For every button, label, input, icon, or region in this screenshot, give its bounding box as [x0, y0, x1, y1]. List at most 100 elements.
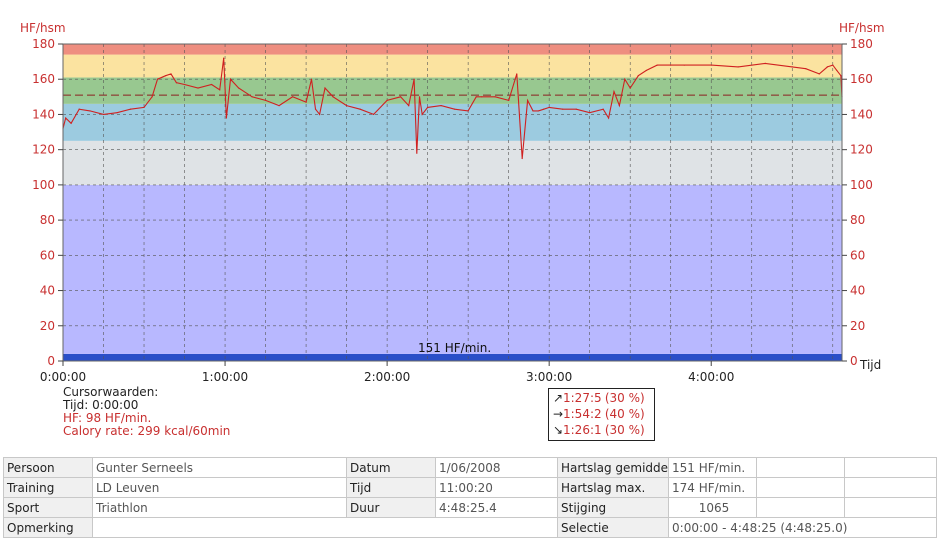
opmerking-value[interactable]: [92, 517, 558, 538]
arrow-down-right-icon: ↘: [553, 423, 564, 437]
data-point: [197, 87, 199, 89]
data-point: [219, 89, 221, 91]
average-label: 151 HF/min.: [418, 341, 491, 355]
chart-grid: [63, 44, 842, 361]
y-tick-label-right: 60: [850, 248, 865, 262]
data-point: [373, 113, 375, 116]
y-tick-label-left: 0: [47, 354, 55, 368]
persoon-value[interactable]: Gunter Serneels: [92, 457, 347, 478]
tijd-value[interactable]: 11:00:20: [435, 477, 558, 498]
sport-value[interactable]: Triathlon: [92, 497, 347, 518]
data-point: [421, 113, 423, 116]
duur-value[interactable]: 4:48:25.4: [435, 497, 558, 518]
data-point: [65, 117, 67, 119]
data-point: [521, 157, 523, 160]
data-point: [440, 105, 442, 107]
data-point: [548, 106, 550, 108]
heart-rate-chart[interactable]: 0 0 20 20 40 40 60 60 80 80 100 100 120 120 140 140 160 1…: [0, 0, 939, 455]
data-point: [537, 110, 539, 112]
data-point: [494, 96, 496, 98]
datum-value[interactable]: 1/06/2008: [435, 457, 558, 478]
chart-series: [62, 57, 843, 160]
data-point: [305, 101, 307, 103]
data-point: [78, 108, 80, 110]
data-point: [143, 106, 145, 108]
zone-band-6: [63, 44, 842, 55]
data-point: [764, 62, 766, 64]
data-point: [805, 68, 807, 70]
data-point: [251, 96, 253, 98]
data-point: [324, 87, 326, 89]
table-row: Opmerking Selectie 0:00:00 - 4:48:25 (4:…: [3, 517, 938, 538]
data-point: [418, 96, 421, 98]
data-point: [225, 117, 228, 119]
data-point: [229, 78, 232, 80]
duur-label: Duur: [346, 497, 436, 518]
datum-label: Datum: [346, 457, 436, 478]
tijd-label: Tijd: [346, 477, 436, 498]
arrow-up-right-icon: ↗: [553, 391, 564, 405]
selectie-value[interactable]: 0:00:00 - 4:48:25 (4:48:25.0): [668, 517, 938, 538]
data-point: [264, 99, 267, 101]
data-point: [346, 105, 348, 107]
cursor-hf: HF: 98 HF/min.: [63, 411, 152, 425]
trend-summary-box: ↗1:27:5! (30 %) →1:54:2! (40 %) ↘1:26:1!…: [548, 388, 655, 441]
data-point: [183, 83, 186, 86]
data-point: [602, 108, 604, 110]
data-point: [543, 108, 545, 110]
y-tick-label-left: 140: [32, 107, 55, 121]
zone-band-0: [63, 353, 842, 361]
cursor-calory: Calory rate: 299 kcal/60min: [63, 424, 231, 438]
stijging-label: Stijging: [556, 497, 670, 518]
data-point: [89, 110, 91, 112]
data-point: [170, 73, 172, 75]
y-tick-label-right: 140: [850, 107, 873, 121]
hartslag-gem-value[interactable]: 151 HF/min.: [668, 457, 758, 478]
data-point: [310, 78, 313, 80]
data-point: [791, 66, 793, 68]
sport-label: Sport: [3, 497, 93, 518]
y-tick-label-left: 20: [40, 319, 55, 333]
data-point: [737, 66, 739, 68]
data-point: [386, 99, 388, 101]
training-label: Training: [3, 477, 93, 498]
opmerking-label: Opmerking: [3, 517, 93, 538]
y-tick-label-left: 180: [32, 37, 55, 51]
trend-row-down: ↘1:26:1! (30 %): [553, 423, 645, 437]
y-axis-label-left: HF/hsm: [20, 21, 66, 35]
data-point: [116, 112, 118, 114]
hartslag-max-value[interactable]: 174 HF/min.: [668, 477, 758, 498]
chart-axes: 0 0 20 20 40 40 60 60 80 80 100 100 120 120 140 140 160 1…: [32, 37, 873, 384]
data-point: [151, 96, 153, 98]
arrow-right-icon: →: [553, 407, 564, 421]
data-point: [291, 96, 294, 98]
y-tick-label-right: 100: [850, 178, 873, 192]
empty-cell: [756, 497, 846, 518]
y-tick-label-left: 60: [40, 248, 55, 262]
heart-rate-zones: [63, 44, 842, 361]
table-row: Persoon Gunter Serneels Datum 1/06/2008 …: [3, 457, 938, 478]
x-tick-label: 0:00:00: [40, 370, 86, 384]
data-point: [481, 96, 483, 98]
training-value[interactable]: LD Leuven: [92, 477, 347, 498]
data-point: [575, 108, 577, 110]
data-point: [629, 87, 631, 89]
data-point: [454, 108, 456, 110]
x-tick-label: 2:00:00: [364, 370, 410, 384]
data-point: [562, 108, 564, 110]
data-point: [613, 90, 615, 93]
stijging-value[interactable]: 1065: [668, 497, 758, 518]
hartslag-gem-label: Hartslag gemidde: [556, 457, 670, 478]
data-point: [836, 69, 838, 72]
zone-band-3: [63, 103, 842, 141]
x-tick-label: 4:00:00: [688, 370, 734, 384]
table-row: Sport Triathlon Duur 4:48:25.4 Stijging …: [3, 497, 938, 518]
data-point: [156, 78, 159, 80]
data-point: [526, 99, 529, 101]
y-tick-label-left: 40: [40, 284, 55, 298]
cursor-title: Cursorwaarden:: [63, 385, 159, 399]
data-point: [408, 105, 410, 107]
data-point: [516, 73, 518, 75]
data-point: [332, 96, 334, 98]
data-point: [683, 64, 685, 66]
